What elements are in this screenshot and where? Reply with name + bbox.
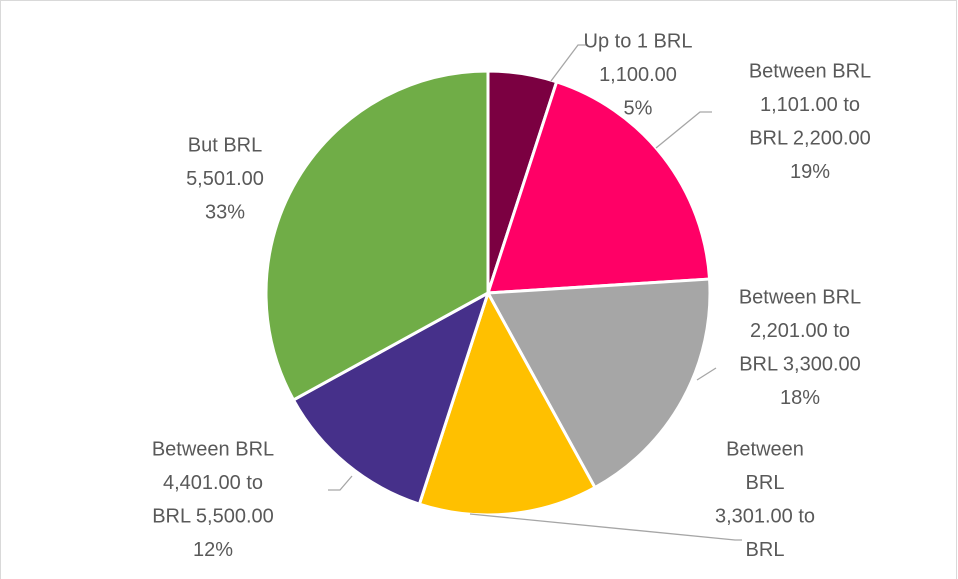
category-label: BRL 3,300.00 <box>739 353 861 375</box>
value-label: 12% <box>193 539 233 561</box>
pie-slice <box>485 277 712 490</box>
category-label: BRL 5,500.00 <box>152 505 274 527</box>
data-label: Up to 1 BRL 1,100.00 5% <box>584 30 693 119</box>
value-label: 33% <box>205 201 245 223</box>
leader-line <box>696 367 717 381</box>
pie-slice <box>417 289 597 517</box>
category-label: 5,501.00 <box>186 168 264 190</box>
category-label: Between <box>726 438 804 460</box>
data-label: Between BRL 2,201.00 to BRL 3,300.00 18% <box>739 286 861 409</box>
pie-slice <box>264 69 490 402</box>
pie-slice <box>485 79 712 295</box>
category-label: Between BRL <box>739 286 861 308</box>
category-label: Up to 1 BRL <box>584 30 693 52</box>
value-label: 5% <box>624 97 653 119</box>
leader-line <box>328 475 353 491</box>
leader-line <box>469 513 742 541</box>
category-label: Between BRL <box>152 438 274 460</box>
value-label: 18% <box>780 387 820 409</box>
category-label: BRL <box>746 539 785 561</box>
category-label: 1,101.00 to <box>760 94 860 116</box>
leader-line <box>655 111 712 149</box>
category-label: 4,401.00 to <box>163 472 263 494</box>
category-label: BRL 2,200.00 <box>749 127 871 149</box>
data-label: Between BRL 3,301.00 to BRL <box>715 438 815 561</box>
data-label: But BRL 5,501.00 33% <box>186 134 264 223</box>
category-label: BRL <box>746 472 785 494</box>
data-label: Between BRL 1,101.00 to BRL 2,200.00 19% <box>749 60 871 183</box>
leader-line <box>550 44 588 82</box>
category-label: But BRL <box>188 134 262 156</box>
category-label: 2,201.00 to <box>750 320 850 342</box>
value-label: 19% <box>790 161 830 183</box>
data-label: Between BRL 4,401.00 to BRL 5,500.00 12% <box>152 438 274 561</box>
pie-slice <box>291 289 491 507</box>
category-label: Between BRL <box>749 60 871 82</box>
category-label: 3,301.00 to <box>715 505 815 527</box>
category-label: 1,100.00 <box>599 64 677 86</box>
